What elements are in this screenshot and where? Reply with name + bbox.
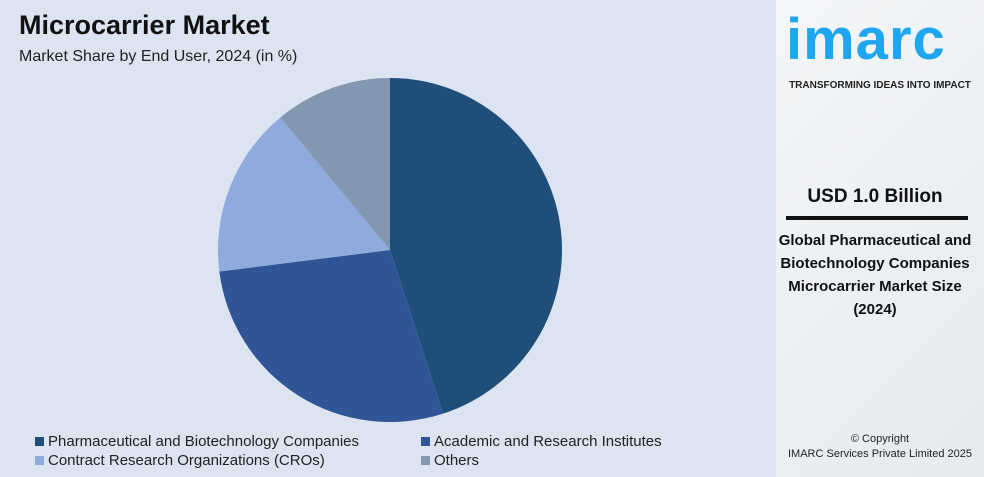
pie-chart [217,78,562,422]
pie-slice [390,78,562,414]
legend-item: Others [421,452,479,469]
legend-item: Contract Research Organizations (CROs) [35,452,325,469]
market-value: USD 1.0 Billion [807,186,943,207]
legend-swatch [35,456,44,465]
legend-swatch [421,437,430,446]
pie-slice [219,250,444,422]
legend-label: Contract Research Organizations (CROs) [48,452,325,469]
divider [786,216,968,220]
tagline: TRANSFORMING IDEAS INTO IMPACT [789,80,971,91]
legend-swatch [35,437,44,446]
legend-label: Pharmaceutical and Biotechnology Compani… [48,433,360,450]
copyright: © Copyright IMARC Services Private Limit… [776,432,984,462]
copyright-label: © Copyright [850,433,910,445]
chart-title: Microcarrier Market [19,10,270,40]
legend-item: Academic and Research Institutes [421,433,662,450]
market-description: Global Pharmaceutical and Biotechnology … [778,232,972,318]
sidebar: imarc TRANSFORMING IDEAS INTO IMPACT USD… [776,0,984,477]
company-name: IMARC Services Private Limited 2025 [787,448,972,460]
pie-slice [280,78,390,250]
legend-label: Academic and Research Institutes [434,433,662,450]
chart-panel: Microcarrier Market Market Share by End … [0,0,776,477]
pie-slice [217,117,390,272]
legend-label: Others [434,452,480,469]
chart-subtitle: Market Share by End User, 2024 (in %) [19,48,298,65]
imarc-logo: imarc [786,7,946,72]
legend-swatch [421,456,430,465]
legend-item: Pharmaceutical and Biotechnology Compani… [35,433,359,450]
